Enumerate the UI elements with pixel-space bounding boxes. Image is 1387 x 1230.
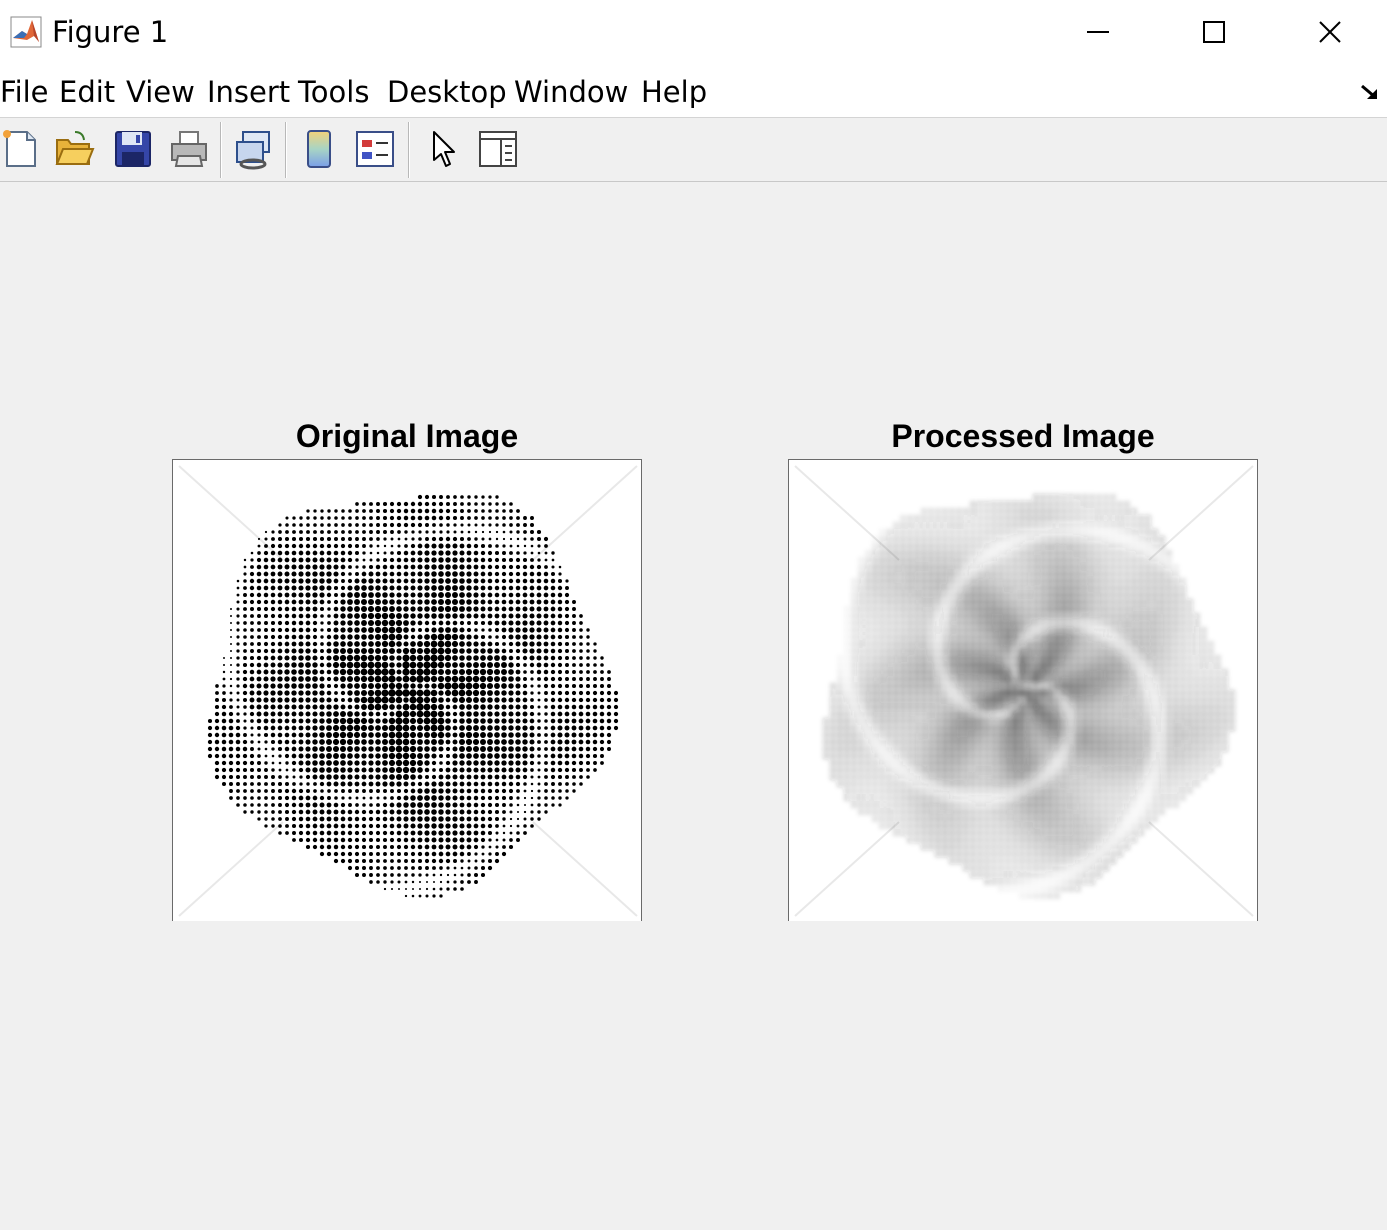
new-figure-icon <box>3 130 36 167</box>
print-figure-icon <box>171 131 207 167</box>
open-file-icon <box>55 131 95 165</box>
dock-figure-icon[interactable] <box>1359 82 1381 104</box>
save-figure-button[interactable] <box>110 126 156 172</box>
menu-edit[interactable]: Edit <box>59 75 116 109</box>
close-icon <box>1319 21 1341 43</box>
toolbar-separator <box>285 122 287 178</box>
property-inspector-icon <box>479 131 517 167</box>
maximize-icon <box>1203 21 1225 43</box>
menu-bar: File Edit View Insert Tools Desktop Wind… <box>0 64 1387 118</box>
edit-plot-icon <box>433 131 455 167</box>
insert-colorbar-button[interactable] <box>297 126 343 172</box>
window-title: Figure 1 <box>52 15 169 49</box>
insert-colorbar-icon <box>307 130 331 168</box>
menu-window[interactable]: Window <box>514 75 629 109</box>
save-figure-icon <box>115 131 151 167</box>
link-plot-button[interactable] <box>231 126 277 172</box>
menu-file[interactable]: File <box>0 75 49 109</box>
link-plot-icon <box>236 131 270 170</box>
original-image-halftone <box>178 465 638 917</box>
title-bar: Figure 1 <box>0 0 1387 64</box>
minimize-button[interactable] <box>1040 0 1156 64</box>
property-inspector-button[interactable] <box>475 126 521 172</box>
menu-tools[interactable]: Tools <box>298 75 370 109</box>
menu-desktop[interactable]: Desktop <box>387 75 507 109</box>
toolbar-separator <box>408 122 410 178</box>
processed-image-axes[interactable] <box>788 459 1258 921</box>
processed-image-title: Processed Image <box>891 418 1155 454</box>
figure-toolbar <box>0 118 1387 182</box>
processed-image-blurred <box>794 465 1254 917</box>
minimize-icon <box>1087 31 1109 33</box>
toolbar-separator <box>220 122 222 178</box>
menu-view[interactable]: View <box>126 75 195 109</box>
edit-plot-button[interactable] <box>420 126 466 172</box>
insert-legend-icon <box>356 131 394 167</box>
original-image-title: Original Image <box>295 418 519 454</box>
new-figure-button[interactable] <box>0 126 43 172</box>
print-figure-button[interactable] <box>166 126 212 172</box>
close-button[interactable] <box>1272 0 1387 64</box>
insert-legend-button[interactable] <box>352 126 398 172</box>
open-file-button[interactable] <box>51 126 97 172</box>
original-image-axes[interactable] <box>172 459 642 921</box>
menu-insert[interactable]: Insert <box>207 75 291 109</box>
matlab-logo-icon[interactable] <box>10 16 42 48</box>
maximize-button[interactable] <box>1156 0 1272 64</box>
menu-help[interactable]: Help <box>641 75 708 109</box>
